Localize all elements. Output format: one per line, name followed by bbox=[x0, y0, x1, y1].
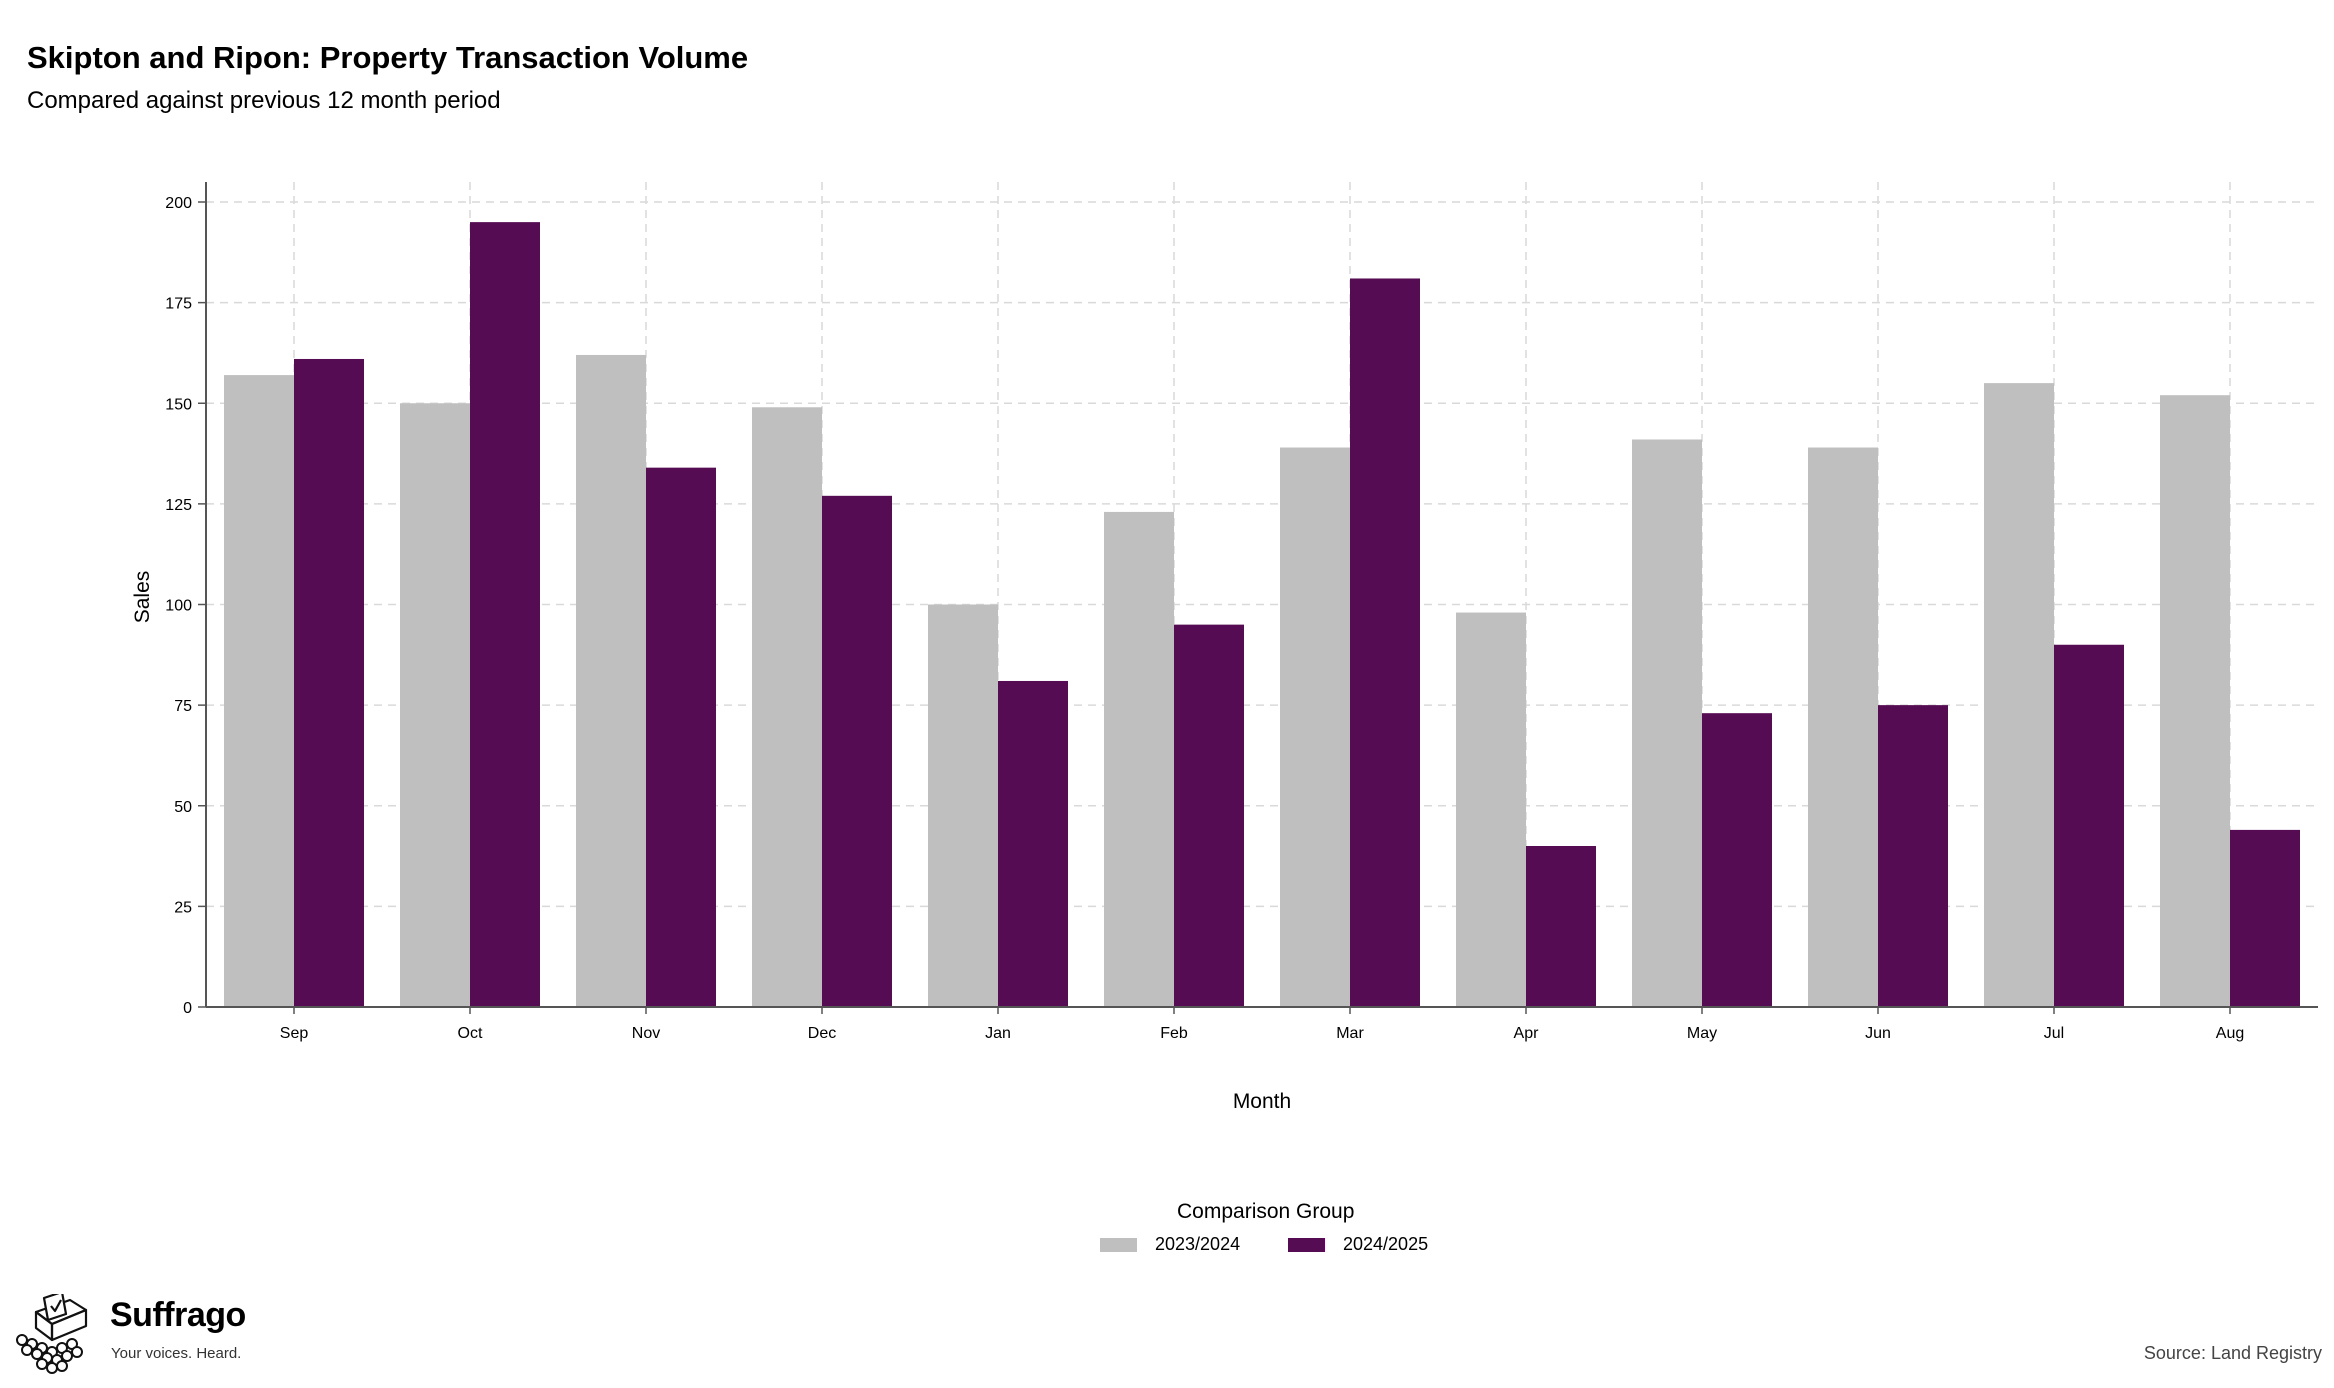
bar-2024-2025-mar bbox=[1350, 278, 1420, 1008]
bar-2023-2024-jul bbox=[1984, 383, 2054, 1007]
y-tick-label: 75 bbox=[174, 698, 192, 715]
x-tick-label: Nov bbox=[632, 1025, 660, 1042]
legend-title: Comparison Group bbox=[1177, 1200, 1355, 1223]
legend-label-2023-2024: 2023/2024 bbox=[1155, 1234, 1241, 1254]
bar-2024-2025-feb bbox=[1174, 624, 1244, 1007]
bar-2024-2025-aug bbox=[2230, 829, 2300, 1007]
bar-2023-2024-aug bbox=[2160, 395, 2230, 1007]
legend-item-2023-2024: 2023/2024 bbox=[1100, 1234, 1240, 1255]
bar-2023-2024-jun bbox=[1808, 447, 1878, 1007]
bar-2024-2025-jan bbox=[998, 680, 1068, 1007]
chart-title: Skipton and Ripon: Property Transaction … bbox=[27, 40, 749, 75]
y-axis-title: Sales bbox=[131, 571, 154, 624]
x-tick-label: Sep bbox=[280, 1025, 309, 1042]
y-tick-label: 175 bbox=[165, 296, 192, 313]
bar-2024-2025-may bbox=[1702, 713, 1772, 1007]
legend-swatch-2023-2024 bbox=[1100, 1237, 1137, 1252]
bar-2024-2025-apr bbox=[1526, 846, 1596, 1007]
bar-2024-2025-jun bbox=[1878, 705, 1948, 1007]
x-tick-label: Oct bbox=[458, 1025, 483, 1042]
brand-name: Suffrago bbox=[110, 1296, 246, 1334]
x-tick-label: Aug bbox=[2216, 1025, 2244, 1042]
bar-2023-2024-sep bbox=[224, 375, 294, 1007]
bar-2024-2025-nov bbox=[646, 467, 716, 1007]
y-tick-label: 0 bbox=[183, 1000, 192, 1017]
y-tick-label: 25 bbox=[174, 899, 192, 916]
x-tick-label: Mar bbox=[1336, 1025, 1364, 1042]
bar-2023-2024-dec bbox=[752, 407, 822, 1007]
brand-tagline: Your voices. Heard. bbox=[111, 1345, 242, 1362]
bar-2024-2025-jul bbox=[2054, 644, 2124, 1007]
bar-2023-2024-feb bbox=[1104, 511, 1174, 1007]
y-tick-label: 200 bbox=[165, 195, 192, 212]
bar-2023-2024-nov bbox=[576, 354, 646, 1007]
bar-2024-2025-sep bbox=[294, 358, 364, 1008]
legend-item-2024-2025: 2024/2025 bbox=[1288, 1234, 1428, 1255]
y-tick-label: 125 bbox=[165, 497, 192, 514]
legend-label-2024-2025: 2024/2025 bbox=[1343, 1234, 1429, 1254]
y-tick-label: 100 bbox=[165, 598, 192, 615]
x-tick-label: May bbox=[1687, 1025, 1717, 1042]
ballot-box-logo-icon bbox=[16, 1294, 88, 1374]
bar-2023-2024-oct bbox=[400, 403, 470, 1007]
y-tick-label: 50 bbox=[174, 799, 192, 816]
legend-swatch-2024-2025 bbox=[1288, 1237, 1325, 1252]
x-tick-label: Feb bbox=[1160, 1025, 1188, 1042]
x-tick-label: Jan bbox=[985, 1025, 1011, 1042]
bar-2023-2024-apr bbox=[1456, 612, 1526, 1007]
x-tick-label: Apr bbox=[1514, 1025, 1540, 1042]
bar-2024-2025-dec bbox=[822, 495, 892, 1007]
y-tick-label: 150 bbox=[165, 396, 192, 413]
bar-chart: 0 25 50 75 100 125 150 175 200 Sep Oct Nov Dec Jan Feb… bbox=[131, 182, 2318, 1113]
chart-subtitle: Compared against previous 12 month perio… bbox=[27, 87, 501, 114]
x-tick-label: Dec bbox=[808, 1025, 836, 1042]
bar-2023-2024-may bbox=[1632, 439, 1702, 1008]
x-tick-label: Jul bbox=[2044, 1025, 2064, 1042]
bar-2023-2024-mar bbox=[1280, 447, 1350, 1007]
x-axis-title: Month bbox=[1233, 1090, 1291, 1113]
bar-2024-2025-oct bbox=[470, 222, 540, 1007]
source-note: Source: Land Registry bbox=[2143, 1343, 2322, 1363]
bar-2023-2024-jan bbox=[928, 604, 998, 1007]
x-tick-label: Jun bbox=[1865, 1025, 1891, 1042]
